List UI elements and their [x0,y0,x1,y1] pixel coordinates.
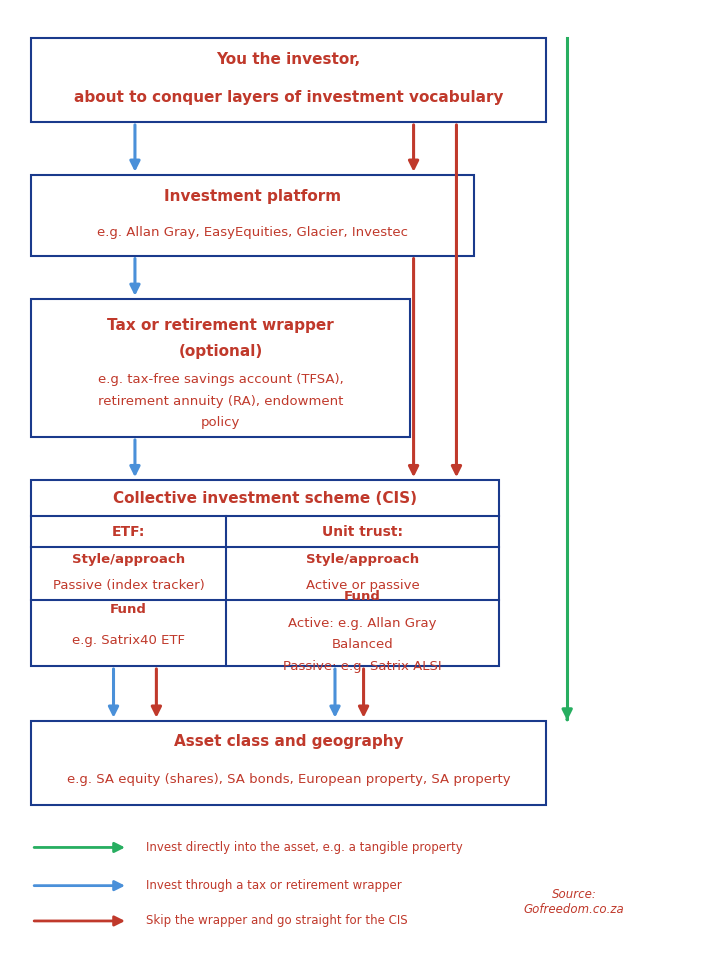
Text: Style/approach: Style/approach [306,553,419,565]
FancyBboxPatch shape [32,175,474,255]
Text: policy: policy [201,417,240,429]
FancyBboxPatch shape [32,299,410,437]
Text: retirement annuity (RA), endowment: retirement annuity (RA), endowment [98,396,343,408]
FancyBboxPatch shape [32,38,546,122]
Text: e.g. SA equity (shares), SA bonds, European property, SA property: e.g. SA equity (shares), SA bonds, Europ… [67,773,510,786]
Text: Tax or retirement wrapper: Tax or retirement wrapper [107,318,334,333]
Text: e.g. tax-free savings account (TFSA),: e.g. tax-free savings account (TFSA), [98,373,343,386]
Text: Active: e.g. Allan Gray: Active: e.g. Allan Gray [288,617,437,630]
Text: Passive: e.g. Satrix ALSI: Passive: e.g. Satrix ALSI [283,660,442,673]
Text: Source:
Gofreedom.co.za: Source: Gofreedom.co.za [524,888,625,916]
Text: about to conquer layers of investment vocabulary: about to conquer layers of investment vo… [74,90,503,105]
Text: e.g. Satrix40 ETF: e.g. Satrix40 ETF [72,635,185,647]
Text: Invest directly into the asset, e.g. a tangible property: Invest directly into the asset, e.g. a t… [145,841,462,854]
Text: Passive (index tracker): Passive (index tracker) [53,580,204,592]
Text: Style/approach: Style/approach [72,553,185,565]
Text: Invest through a tax or retirement wrapper: Invest through a tax or retirement wrapp… [145,879,402,892]
Text: (optional): (optional) [179,344,263,359]
Text: Unit trust:: Unit trust: [322,524,403,539]
Text: Fund: Fund [344,590,381,604]
Text: Investment platform: Investment platform [164,188,341,204]
Text: You the investor,: You the investor, [217,52,361,66]
Text: Collective investment scheme (CIS): Collective investment scheme (CIS) [113,491,418,506]
Text: Active or passive: Active or passive [305,580,419,592]
Text: Fund: Fund [110,603,147,615]
Text: e.g. Allan Gray, EasyEquities, Glacier, Investec: e.g. Allan Gray, EasyEquities, Glacier, … [97,226,408,239]
Text: Skip the wrapper and go straight for the CIS: Skip the wrapper and go straight for the… [145,915,408,927]
Text: ETF:: ETF: [112,524,145,539]
FancyBboxPatch shape [32,480,499,666]
Text: Asset class and geography: Asset class and geography [174,734,403,749]
Text: Balanced: Balanced [332,638,393,651]
FancyBboxPatch shape [32,721,546,804]
